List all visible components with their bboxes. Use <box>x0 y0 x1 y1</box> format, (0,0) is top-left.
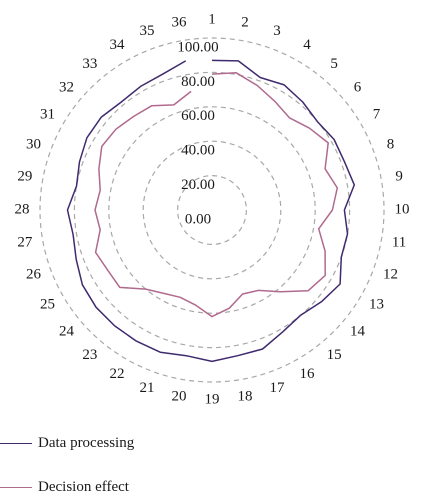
category-labels: 1 234567891011121314151617181920212223242… <box>15 11 410 407</box>
grid-ring-4 <box>73 71 351 349</box>
legend-label-data-processing: Data processing <box>38 434 135 451</box>
category-label-21: 21 <box>140 380 155 396</box>
category-label-26: 26 <box>26 266 42 282</box>
category-label-30: 30 <box>26 136 41 152</box>
category-label-28: 28 <box>15 201 30 217</box>
category-label-29: 29 <box>17 168 32 184</box>
category-label-12: 12 <box>383 266 398 282</box>
legend-item-data-processing: Data processing <box>0 432 134 454</box>
category-label-20: 20 <box>172 389 187 405</box>
legend-label-decision-effect: Decision effect <box>38 478 129 495</box>
tick-label-2: 40.00 <box>181 143 215 159</box>
series-line-data-processing <box>66 59 356 363</box>
category-label-33: 33 <box>82 56 97 72</box>
grid-ring-5 <box>39 37 385 383</box>
category-label-35: 35 <box>140 23 155 39</box>
category-label-4: 4 <box>303 37 311 53</box>
tick-label-3: 60.00 <box>181 108 215 124</box>
category-label-7: 7 <box>373 106 381 122</box>
radial-grid <box>39 37 385 383</box>
category-label-1: 1 <box>208 11 216 27</box>
grid-ring-3 <box>108 106 316 314</box>
category-label-18: 18 <box>238 389 253 405</box>
category-label-5: 5 <box>330 56 338 72</box>
category-label-16: 16 <box>300 366 316 382</box>
category-label-2: 2 <box>241 14 249 30</box>
tick-label-4: 80.00 <box>181 74 215 90</box>
tick-label-0: 0.00 <box>185 211 211 227</box>
legend-swatch-data-processing <box>0 442 32 444</box>
category-label-14: 14 <box>350 324 366 340</box>
category-label-24: 24 <box>59 324 75 340</box>
category-label-25: 25 <box>40 296 55 312</box>
category-label-15: 15 <box>327 347 342 363</box>
category-label-11: 11 <box>392 234 406 250</box>
category-label-34: 34 <box>110 37 126 53</box>
category-label-9: 9 <box>395 168 403 184</box>
legend-swatch-decision-effect <box>0 486 32 488</box>
category-label-36: 36 <box>172 14 188 30</box>
category-label-6: 6 <box>354 79 362 95</box>
category-label-3: 3 <box>273 23 281 39</box>
series-lines <box>66 59 356 363</box>
tick-label-1: 20.00 <box>181 177 215 193</box>
category-label-31: 31 <box>40 106 55 122</box>
grid-ring-1 <box>177 175 248 246</box>
legend-item-decision-effect: Decision effect <box>0 476 129 498</box>
series-line-decision-effect <box>94 72 339 318</box>
category-label-19: 19 <box>205 391 220 407</box>
category-label-17: 17 <box>270 380 286 396</box>
tick-label-5: 100.00 <box>177 39 218 55</box>
category-label-22: 22 <box>110 366 125 382</box>
category-label-27: 27 <box>17 234 33 250</box>
category-label-10: 10 <box>395 201 410 217</box>
category-label-8: 8 <box>387 136 395 152</box>
category-label-23: 23 <box>82 347 97 363</box>
radial-tick-labels: 0.00 20.00 40.00 60.00 80.00 100.00 <box>177 39 218 227</box>
category-label-32: 32 <box>59 79 74 95</box>
grid-ring-2 <box>142 140 282 280</box>
category-label-13: 13 <box>369 296 384 312</box>
